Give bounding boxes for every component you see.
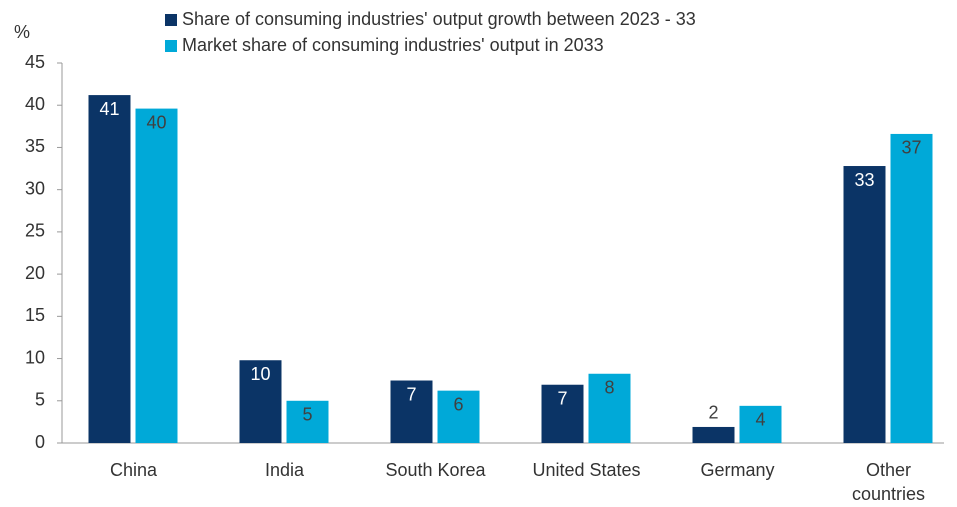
y-tick-label: 35 — [25, 136, 45, 156]
x-tick-label: United States — [532, 460, 641, 480]
bar — [588, 373, 631, 443]
y-tick-label: 15 — [25, 305, 45, 325]
data-label: 8 — [604, 378, 614, 398]
y-tick-label: 0 — [35, 432, 45, 452]
legend-label: Market share of consuming industries' ou… — [182, 35, 604, 55]
data-label: 2 — [708, 403, 718, 423]
data-label: 7 — [557, 388, 567, 408]
data-label: 40 — [146, 112, 166, 132]
data-label: 6 — [453, 394, 463, 414]
data-label: 41 — [99, 99, 119, 119]
x-tick-label: Germany — [700, 460, 775, 480]
bar — [135, 108, 178, 443]
bar — [692, 426, 735, 443]
y-tick-label: 40 — [25, 94, 45, 114]
data-label: 37 — [901, 138, 921, 158]
data-label: 7 — [406, 384, 416, 404]
legend-swatch — [165, 14, 177, 26]
bar — [843, 166, 886, 443]
y-tick-label: 45 — [25, 52, 45, 72]
x-tick-label: China — [109, 460, 158, 480]
y-tick-label: 30 — [25, 178, 45, 198]
x-tick-label: South Korea — [385, 460, 486, 480]
y-tick-label: 20 — [25, 263, 45, 283]
bar — [739, 405, 782, 443]
data-label: 5 — [302, 405, 312, 425]
bar — [286, 400, 329, 443]
bar — [541, 384, 584, 443]
y-axis-label: % — [14, 22, 30, 42]
y-tick-label: 5 — [35, 390, 45, 410]
x-tick-label: Other countries — [851, 460, 926, 504]
bar — [437, 390, 480, 443]
y-tick-label: 25 — [25, 221, 45, 241]
data-label: 4 — [755, 410, 765, 430]
bar — [88, 95, 131, 443]
bar — [390, 380, 433, 443]
data-label: 10 — [250, 364, 270, 384]
data-label: 33 — [854, 170, 874, 190]
bar — [890, 133, 933, 443]
y-tick-label: 10 — [25, 347, 45, 367]
bar — [239, 360, 282, 443]
legend-swatch — [165, 40, 177, 52]
legend-label: Share of consuming industries' output gr… — [182, 9, 696, 29]
x-tick-label: India — [264, 460, 305, 480]
